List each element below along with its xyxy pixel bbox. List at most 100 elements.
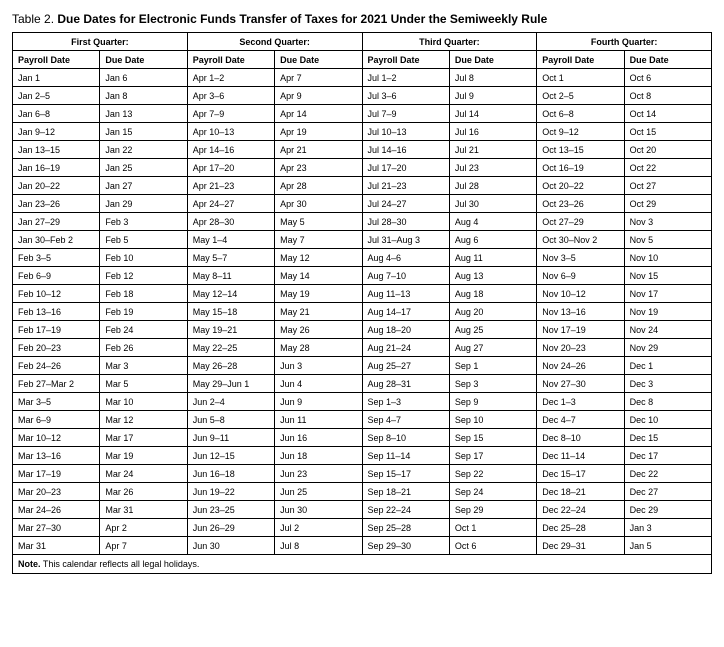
table-cell: Dec 15 bbox=[624, 429, 711, 447]
table-cell: Nov 24 bbox=[624, 321, 711, 339]
table-cell: May 12–14 bbox=[187, 285, 274, 303]
table-cell: Jan 27 bbox=[100, 177, 187, 195]
table-cell: Feb 10–12 bbox=[13, 285, 100, 303]
table-cell: Oct 1 bbox=[537, 69, 624, 87]
table-cell: Oct 9–12 bbox=[537, 123, 624, 141]
table-cell: Jul 10–13 bbox=[362, 123, 449, 141]
table-cell: Feb 3 bbox=[100, 213, 187, 231]
table-cell: May 21 bbox=[275, 303, 362, 321]
table-cell: Jan 9–12 bbox=[13, 123, 100, 141]
subhead-2: Payroll Date bbox=[187, 51, 274, 69]
table-cell: Apr 1–2 bbox=[187, 69, 274, 87]
table-cell: Sep 4–7 bbox=[362, 411, 449, 429]
subhead-0: Payroll Date bbox=[13, 51, 100, 69]
table-cell: Nov 3 bbox=[624, 213, 711, 231]
table-cell: Mar 17 bbox=[100, 429, 187, 447]
table-cell: Sep 3 bbox=[449, 375, 536, 393]
table-cell: May 5–7 bbox=[187, 249, 274, 267]
table-row: Mar 13–16Mar 19Jun 12–15Jun 18Sep 11–14S… bbox=[13, 447, 712, 465]
table-cell: Jul 23 bbox=[449, 159, 536, 177]
table-cell: May 15–18 bbox=[187, 303, 274, 321]
table-cell: Dec 29 bbox=[624, 501, 711, 519]
table-cell: Jul 21 bbox=[449, 141, 536, 159]
table-cell: Jan 27–29 bbox=[13, 213, 100, 231]
table-cell: Dec 8 bbox=[624, 393, 711, 411]
table-row: Mar 27–30Apr 2Jun 26–29Jul 2Sep 25–28Oct… bbox=[13, 519, 712, 537]
subhead-7: Due Date bbox=[624, 51, 711, 69]
table-cell: Dec 22 bbox=[624, 465, 711, 483]
table-cell: Feb 26 bbox=[100, 339, 187, 357]
table-cell: Mar 17–19 bbox=[13, 465, 100, 483]
table-cell: Nov 19 bbox=[624, 303, 711, 321]
table-cell: Nov 20–23 bbox=[537, 339, 624, 357]
table-cell: Mar 27–30 bbox=[13, 519, 100, 537]
table-cell: Aug 25–27 bbox=[362, 357, 449, 375]
table-cell: Jan 3 bbox=[624, 519, 711, 537]
table-row: Jan 20–22Jan 27Apr 21–23Apr 28Jul 21–23J… bbox=[13, 177, 712, 195]
table-cell: Nov 6–9 bbox=[537, 267, 624, 285]
table-cell: Feb 24–26 bbox=[13, 357, 100, 375]
table-cell: Jul 1–2 bbox=[362, 69, 449, 87]
table-cell: Feb 12 bbox=[100, 267, 187, 285]
table-row: Mar 6–9Mar 12Jun 5–8Jun 11Sep 4–7Sep 10D… bbox=[13, 411, 712, 429]
table-cell: Dec 29–31 bbox=[537, 537, 624, 555]
table-cell: Dec 1 bbox=[624, 357, 711, 375]
table-cell: Jul 14–16 bbox=[362, 141, 449, 159]
table-cell: Nov 13–16 bbox=[537, 303, 624, 321]
table-cell: Aug 11–13 bbox=[362, 285, 449, 303]
table-cell: Dec 17 bbox=[624, 447, 711, 465]
table-cell: Jan 15 bbox=[100, 123, 187, 141]
table-cell: Jan 5 bbox=[624, 537, 711, 555]
table-cell: Jun 12–15 bbox=[187, 447, 274, 465]
table-cell: Jul 8 bbox=[449, 69, 536, 87]
table-row: Feb 13–16Feb 19May 15–18May 21Aug 14–17A… bbox=[13, 303, 712, 321]
table-row: Feb 17–19Feb 24May 19–21May 26Aug 18–20A… bbox=[13, 321, 712, 339]
table-cell: Sep 17 bbox=[449, 447, 536, 465]
table-cell: May 22–25 bbox=[187, 339, 274, 357]
table-cell: Nov 5 bbox=[624, 231, 711, 249]
table-row: Jan 1Jan 6Apr 1–2Apr 7Jul 1–2Jul 8Oct 1O… bbox=[13, 69, 712, 87]
table-cell: Mar 12 bbox=[100, 411, 187, 429]
table-cell: Sep 25–28 bbox=[362, 519, 449, 537]
table-cell: Oct 6 bbox=[449, 537, 536, 555]
table-cell: Sep 18–21 bbox=[362, 483, 449, 501]
table-cell: Oct 27–29 bbox=[537, 213, 624, 231]
table-cell: Jul 7–9 bbox=[362, 105, 449, 123]
table-row: Jan 27–29Feb 3Apr 28–30May 5Jul 28–30Aug… bbox=[13, 213, 712, 231]
title-prefix: Table 2. bbox=[12, 12, 57, 26]
table-cell: Sep 24 bbox=[449, 483, 536, 501]
table-cell: Aug 27 bbox=[449, 339, 536, 357]
table-cell: May 29–Jun 1 bbox=[187, 375, 274, 393]
table-cell: Aug 13 bbox=[449, 267, 536, 285]
table-cell: Dec 22–24 bbox=[537, 501, 624, 519]
table-cell: Feb 27–Mar 2 bbox=[13, 375, 100, 393]
subhead-5: Due Date bbox=[449, 51, 536, 69]
table-cell: Feb 5 bbox=[100, 231, 187, 249]
table-cell: Dec 25–28 bbox=[537, 519, 624, 537]
table-cell: Oct 6 bbox=[624, 69, 711, 87]
table-cell: Feb 3–5 bbox=[13, 249, 100, 267]
table-cell: Apr 7–9 bbox=[187, 105, 274, 123]
table-cell: Mar 20–23 bbox=[13, 483, 100, 501]
table-cell: Nov 29 bbox=[624, 339, 711, 357]
table-cell: Feb 19 bbox=[100, 303, 187, 321]
table-cell: Mar 3–5 bbox=[13, 393, 100, 411]
table-cell: Feb 17–19 bbox=[13, 321, 100, 339]
table-cell: Jun 2–4 bbox=[187, 393, 274, 411]
table-cell: Jan 29 bbox=[100, 195, 187, 213]
table-cell: Nov 10 bbox=[624, 249, 711, 267]
table-cell: Jan 13–15 bbox=[13, 141, 100, 159]
table-row: Feb 6–9Feb 12May 8–11May 14Aug 7–10Aug 1… bbox=[13, 267, 712, 285]
table-cell: Jun 5–8 bbox=[187, 411, 274, 429]
table-cell: May 5 bbox=[275, 213, 362, 231]
table-cell: Nov 27–30 bbox=[537, 375, 624, 393]
table-cell: Sep 11–14 bbox=[362, 447, 449, 465]
table-cell: Mar 19 bbox=[100, 447, 187, 465]
table-cell: Apr 23 bbox=[275, 159, 362, 177]
table-cell: Apr 14–16 bbox=[187, 141, 274, 159]
table-cell: Aug 4 bbox=[449, 213, 536, 231]
table-row: Feb 24–26Mar 3May 26–28Jun 3Aug 25–27Sep… bbox=[13, 357, 712, 375]
table-cell: Aug 18 bbox=[449, 285, 536, 303]
table-cell: Oct 8 bbox=[624, 87, 711, 105]
table-cell: Oct 2–5 bbox=[537, 87, 624, 105]
